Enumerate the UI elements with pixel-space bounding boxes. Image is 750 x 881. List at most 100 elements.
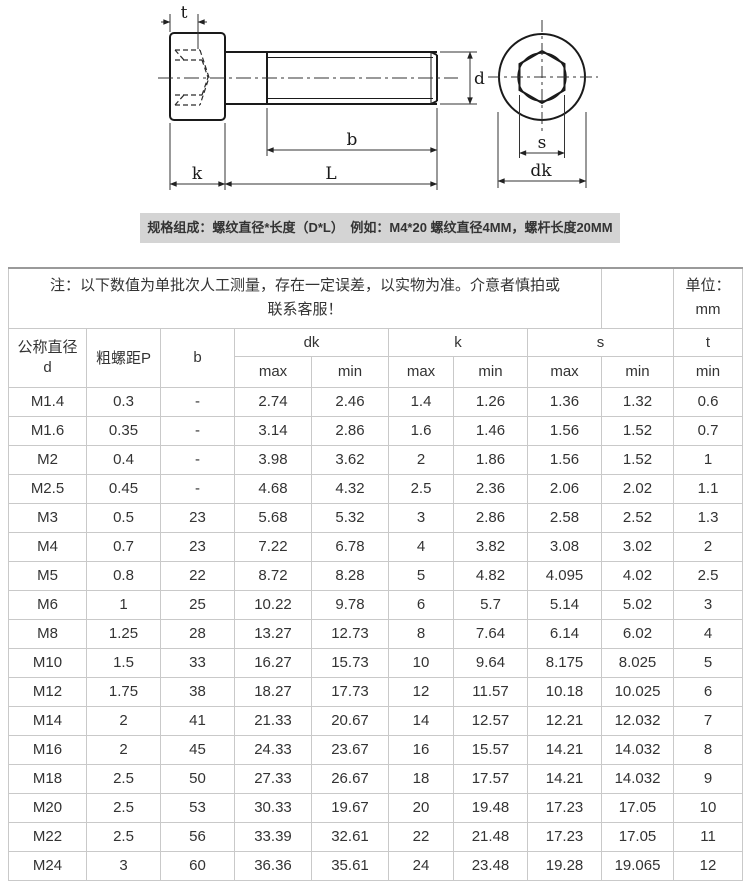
dim-label-d: d [474, 69, 485, 89]
table-cell: 41 [160, 705, 235, 736]
table-cell: 2.5 [86, 792, 161, 823]
table-cell: 2.02 [601, 473, 675, 504]
table-row: M2 0.4-3.98 3.62 2 1.86 1.56 1.52 1 [8, 444, 744, 475]
table-cell: 19.48 [453, 792, 528, 823]
table-cell: M4 [8, 531, 87, 562]
table-row: M20 2.5 53 30.33 19.67 20 19.48 17.23 17.05 10 [8, 792, 744, 823]
note-line-2: 联系客服！ [267, 301, 343, 319]
table-cell: - [160, 473, 235, 504]
table-cell: M6 [8, 589, 87, 620]
table-row: M3 0.5 23 5.68 5.32 3 2.86 2.58 2.52 1.3 [8, 502, 744, 533]
table-cell: 2.52 [601, 502, 675, 533]
table-cell: 25 [160, 589, 235, 620]
table-cell: 3.82 [453, 531, 528, 562]
table-cell: 21.48 [453, 821, 528, 852]
empty-cell [601, 267, 675, 329]
table-cell: 8.025 [601, 647, 675, 678]
table-cell: 4.02 [601, 560, 675, 591]
spec-table: 注：以下数值为单批次人工测量，存在一定误差，以实物为准。介意者慎拍或 联系客服！… [7, 267, 744, 881]
table-cell: 3.02 [601, 531, 675, 562]
table-cell: 12 [673, 850, 744, 881]
table-cell: 3 [388, 502, 454, 533]
dim-d [440, 51, 477, 105]
table-cell: 10.18 [526, 676, 603, 707]
unit-cell: 单位： mm [673, 267, 744, 329]
screw-diagram: t d b k L [158, 3, 598, 190]
table-cell: 1.56 [526, 415, 603, 446]
subheader-s-max: max [526, 355, 603, 388]
table-cell: 1.52 [601, 444, 675, 475]
table-cell: 2 [673, 531, 744, 562]
table-cell: 56 [160, 821, 235, 852]
table-cell: 17.05 [601, 792, 675, 823]
table-cell: 0.3 [86, 386, 161, 417]
hex-socket-hidden-lines [174, 49, 210, 106]
table-cell: 2.06 [526, 473, 603, 504]
table-cell: 19.67 [311, 792, 389, 823]
note-cell: 注：以下数值为单批次人工测量，存在一定误差，以实物为准。介意者慎拍或 联系客服！ [7, 267, 603, 329]
table-cell: - [160, 386, 235, 417]
table-cell: 1 [673, 444, 744, 475]
col-header-t: t [673, 327, 744, 357]
table-cell: 5.7 [453, 589, 528, 620]
table-cell: 0.7 [86, 531, 161, 562]
table-cell: 8.175 [526, 647, 603, 678]
table-row: M1.4 0.3-2.74 2.46 1.4 1.26 1.36 1.32 0.6 [8, 386, 744, 417]
dim-k-L [169, 108, 438, 190]
col-header-k: k [388, 327, 528, 357]
table-row: M10 1.5 33 16.27 15.73 10 9.64 8.175 8.025 5 [8, 647, 744, 678]
table-cell: 23.67 [311, 734, 389, 765]
table-cell: 11 [673, 821, 744, 852]
table-cell: M2.5 [8, 473, 87, 504]
table-cell: M16 [8, 734, 87, 765]
table-cell: 1.36 [526, 386, 603, 417]
table-cell: 2 [86, 734, 161, 765]
table-cell: 4.095 [526, 560, 603, 591]
dim-label-k: k [192, 164, 203, 184]
table-row: M12 1.75 38 18.27 17.73 12 11.57 10.18 10.025 6 [8, 676, 744, 707]
dim-dk [497, 112, 587, 188]
table-cell: 17.57 [453, 763, 528, 794]
table-cell: 18 [388, 763, 454, 794]
table-cell: 9.78 [311, 589, 389, 620]
table-cell: 5.02 [601, 589, 675, 620]
table-cell: 2.5 [86, 821, 161, 852]
table-row: M6 1 25 10.22 9.78 6 5.7 5.14 5.02 3 [8, 589, 744, 620]
dim-label-t: t [181, 3, 188, 23]
table-cell: 2 [388, 444, 454, 475]
table-cell: 13.27 [234, 618, 312, 649]
subheader-dk-max: max [234, 355, 312, 388]
table-cell: 23 [160, 531, 235, 562]
table-cell: 0.6 [673, 386, 744, 417]
table-cell: 1.75 [86, 676, 161, 707]
table-cell: 6.14 [526, 618, 603, 649]
table-cell: 8 [673, 734, 744, 765]
table-cell: 17.23 [526, 821, 603, 852]
table-cell: M14 [8, 705, 87, 736]
table-cell: 7.22 [234, 531, 312, 562]
table-cell: 22 [388, 821, 454, 852]
subheader-k-max: max [388, 355, 454, 388]
table-cell: 24 [388, 850, 454, 881]
table-cell: M5 [8, 560, 87, 591]
dim-label-L: L [325, 164, 336, 184]
col-header-diameter-symbol: d [43, 358, 52, 376]
table-cell: M22 [8, 821, 87, 852]
col-header-pitch: 粗螺距P [86, 327, 161, 388]
table-cell: 1.86 [453, 444, 528, 475]
table-cell: 1.56 [526, 444, 603, 475]
screw-shank-outline [225, 51, 438, 105]
table-row: M2.5 0.45-4.68 4.32 2.5 2.36 2.06 2.02 1.1 [8, 473, 744, 504]
table-cell: 3.98 [234, 444, 312, 475]
table-cell: 9.64 [453, 647, 528, 678]
table-cell: 4.82 [453, 560, 528, 591]
table-cell: 5.68 [234, 502, 312, 533]
table-cell: M12 [8, 676, 87, 707]
dim-label-s: s [538, 133, 547, 153]
table-cell: 14.032 [601, 734, 675, 765]
table-cell: M24 [8, 850, 87, 881]
table-cell: 7 [673, 705, 744, 736]
header-row-1: 公称直径 d 粗螺距P b dk k s t [8, 327, 744, 388]
table-cell: 1.4 [388, 386, 454, 417]
table-cell: 2.58 [526, 502, 603, 533]
